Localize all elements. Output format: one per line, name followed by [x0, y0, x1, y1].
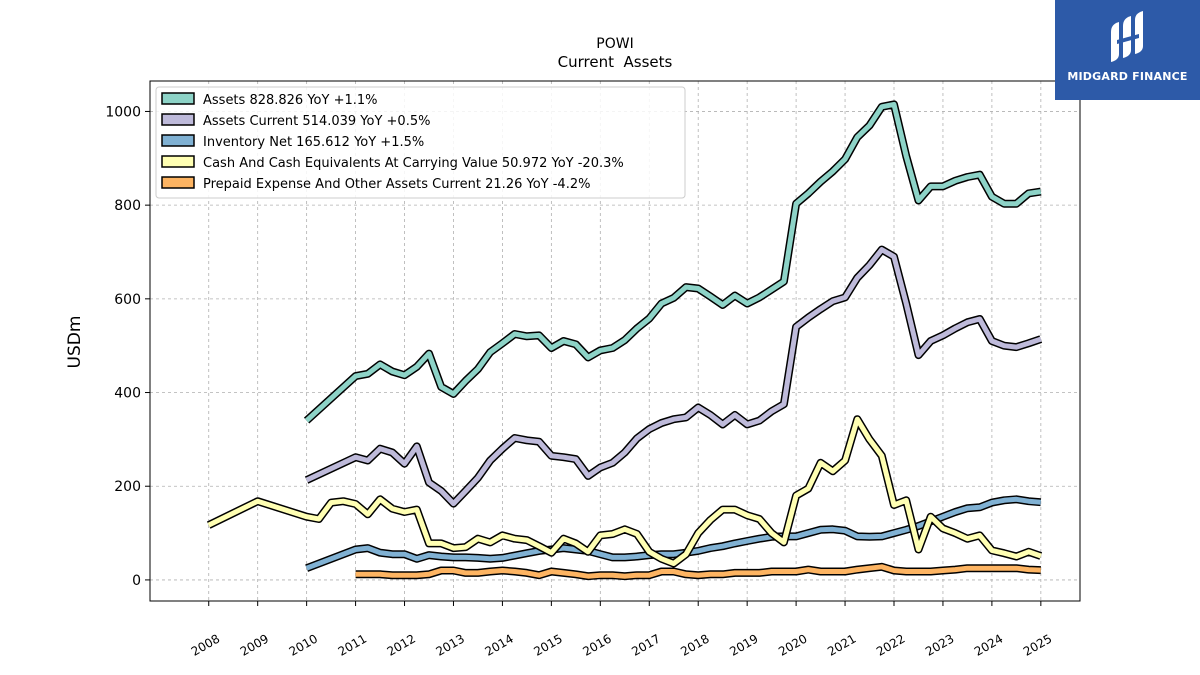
legend-swatch: [161, 176, 195, 189]
legend-swatch: [161, 134, 195, 147]
legend-box: [155, 86, 686, 199]
x-tick-label: 2016: [580, 631, 613, 658]
x-tick-label: 2010: [287, 631, 320, 658]
y-axis-label: USDm: [65, 316, 85, 369]
series-line: [305, 247, 1042, 507]
midgard-logo-icon: [1111, 11, 1143, 62]
y-tick-label: 400: [114, 386, 141, 402]
legend-swatch: [161, 92, 195, 105]
x-tick-label: 2024: [972, 631, 1005, 658]
chart-subtitle: Current Assets: [558, 53, 673, 71]
legend-label: Prepaid Expense And Other Assets Current…: [203, 177, 590, 192]
x-tick-label: 2012: [385, 631, 418, 658]
x-tick-label: 2008: [189, 631, 222, 658]
x-tick-label: 2018: [678, 631, 711, 658]
x-tick-label: 2022: [874, 631, 907, 658]
x-tick-label: 2015: [531, 631, 564, 658]
legend-label: Assets 828.826 YoY +1.1%: [203, 93, 378, 108]
y-tick-label: 200: [114, 479, 141, 495]
legend-label: Cash And Cash Equivalents At Carrying Va…: [203, 156, 624, 171]
x-tick-label: 2023: [923, 631, 956, 658]
legend-label: Inventory Net 165.612 YoY +1.5%: [203, 135, 424, 150]
x-tick-label: 2025: [1021, 631, 1054, 658]
y-tick-label: 0: [132, 573, 141, 589]
brand-name: MIDGARD FINANCE: [1067, 70, 1188, 83]
series-line: [207, 416, 1042, 566]
legend-label: Assets Current 514.039 YoY +0.5%: [203, 114, 430, 129]
brand-logo: MIDGARD FINANCE: [1055, 0, 1200, 100]
x-tick-label: 2020: [776, 631, 809, 658]
series-line: [355, 564, 1041, 579]
chart-title: POWI: [596, 36, 633, 52]
plot-area: 0 200 400 600 800 1000 2008 2009 2010 2011 2012 201…: [105, 80, 1081, 659]
x-tick-label: 2017: [629, 631, 662, 658]
x-tick-label: 2013: [434, 631, 467, 658]
legend-swatch: [161, 113, 195, 126]
x-tick-label: 2011: [336, 631, 369, 658]
plot-frame: [149, 80, 1081, 602]
series-line: [304, 101, 1042, 423]
legend-swatch: [161, 155, 195, 168]
x-tick-label: 2021: [825, 631, 858, 658]
y-tick-label: 800: [114, 198, 141, 214]
y-tick-label: 600: [114, 292, 141, 308]
x-tick-label: 2009: [238, 631, 271, 658]
y-tick-label: 1000: [105, 104, 141, 120]
x-tick-label: 2019: [727, 631, 760, 658]
x-tick-label: 2014: [482, 631, 515, 658]
